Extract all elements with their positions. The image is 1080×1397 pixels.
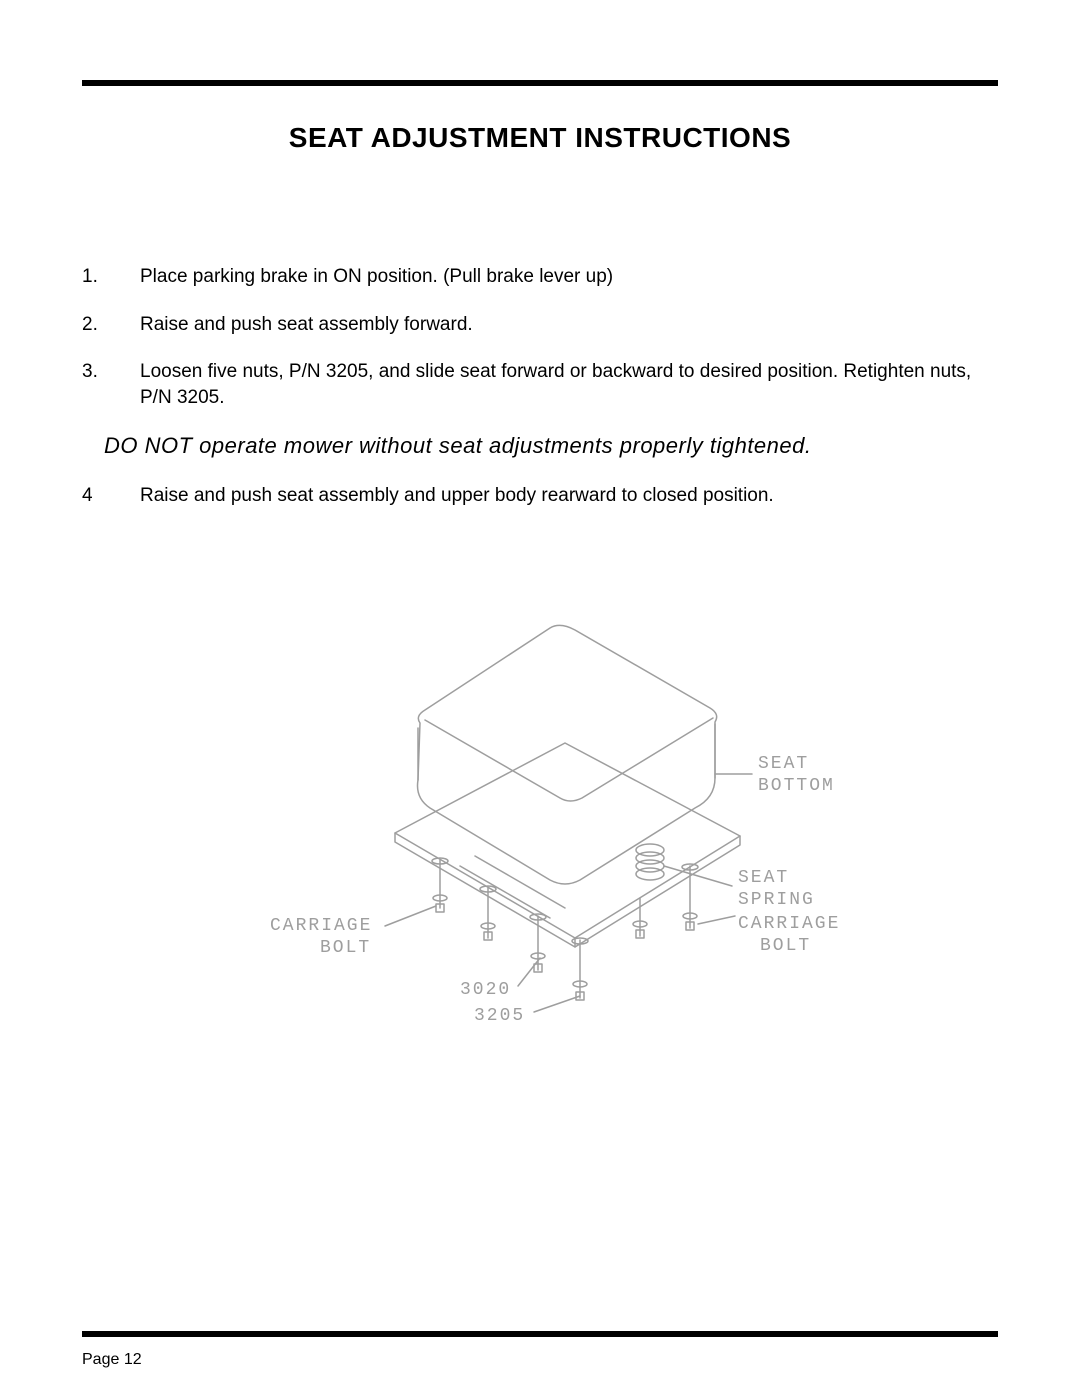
label-seat-bottom-2: BOTTOM	[758, 776, 835, 796]
step-number: 3.	[82, 359, 140, 410]
label-carriage-bolt-l-2: BOLT	[320, 938, 371, 958]
page-number: Page 12	[82, 1351, 142, 1369]
steps-list: 1. Place parking brake in ON position. (…	[82, 264, 998, 411]
seat-diagram: SEAT BOTTOM SEAT SPRING CARRIAGE BOLT CA…	[82, 598, 998, 1058]
step-number: 1.	[82, 264, 140, 290]
step-number: 4	[82, 483, 140, 509]
label-carriage-bolt-l-1: CARRIAGE	[270, 916, 372, 936]
step-item: 1. Place parking brake in ON position. (…	[82, 264, 998, 290]
step-text: Raise and push seat assembly forward.	[140, 312, 998, 338]
step-number: 2.	[82, 312, 140, 338]
page-title: SEAT ADJUSTMENT INSTRUCTIONS	[82, 122, 998, 154]
step-text: Place parking brake in ON position. (Pul…	[140, 264, 998, 290]
label-seat-spring-2: SPRING	[738, 890, 815, 910]
label-pn-3205: 3205	[474, 1006, 525, 1026]
top-rule	[82, 80, 998, 86]
bottom-rule	[82, 1331, 998, 1337]
label-seat-bottom-1: SEAT	[758, 754, 809, 774]
label-pn-3020: 3020	[460, 980, 511, 1000]
step-text: Raise and push seat assembly and upper b…	[140, 483, 998, 509]
warning-text: DO NOT operate mower without seat adjust…	[104, 433, 998, 459]
label-carriage-bolt-r-2: BOLT	[760, 936, 811, 956]
step-item: 4 Raise and push seat assembly and upper…	[82, 483, 998, 509]
page: SEAT ADJUSTMENT INSTRUCTIONS 1. Place pa…	[0, 0, 1080, 1397]
label-carriage-bolt-r-1: CARRIAGE	[738, 914, 840, 934]
label-seat-spring-1: SEAT	[738, 868, 789, 888]
step-item: 2. Raise and push seat assembly forward.	[82, 312, 998, 338]
step-text: Loosen five nuts, P/N 3205, and slide se…	[140, 359, 998, 410]
step-item: 3. Loosen five nuts, P/N 3205, and slide…	[82, 359, 998, 410]
steps-list-after: 4 Raise and push seat assembly and upper…	[82, 483, 998, 509]
